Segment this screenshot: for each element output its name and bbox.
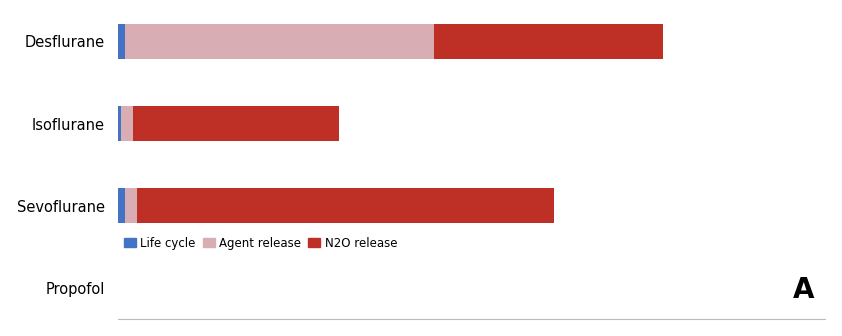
- Bar: [125, 188, 136, 223]
- Bar: [118, 24, 125, 59]
- Bar: [125, 24, 434, 59]
- Bar: [434, 24, 663, 59]
- Legend: Life cycle, Agent release, N2O release: Life cycle, Agent release, N2O release: [124, 237, 397, 250]
- Bar: [118, 106, 121, 141]
- Bar: [136, 188, 554, 223]
- Text: A: A: [793, 276, 814, 304]
- Bar: [121, 106, 133, 141]
- Bar: [118, 188, 125, 223]
- Bar: [133, 106, 338, 141]
